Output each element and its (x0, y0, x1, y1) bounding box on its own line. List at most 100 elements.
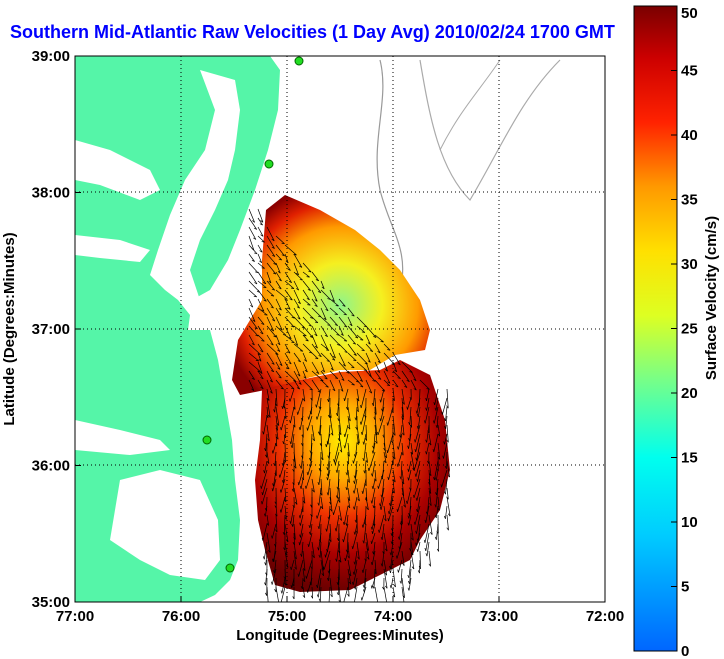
velocity-vector (300, 478, 304, 489)
velocity-field-north (232, 195, 430, 395)
velocity-vector (360, 388, 367, 409)
velocity-vector-head (353, 353, 357, 356)
velocity-vector-head (273, 462, 276, 467)
velocity-vector-head (366, 556, 370, 560)
velocity-vector-head (399, 522, 402, 526)
velocity-vector-head (271, 238, 275, 242)
velocity-vector (347, 496, 351, 508)
velocity-vector-head (415, 530, 417, 534)
velocity-vector (446, 388, 449, 409)
velocity-vector (380, 496, 385, 510)
velocity-vector (381, 478, 385, 498)
velocity-vector-head (341, 378, 345, 381)
velocity-vector (248, 226, 257, 240)
velocity-vector-head (281, 242, 285, 245)
velocity-vector-head (343, 433, 346, 437)
velocity-vector-head (444, 426, 447, 430)
velocity-vector-head (300, 553, 303, 557)
velocity-vector (334, 451, 340, 465)
velocity-vector (257, 352, 262, 362)
velocity-vector-head (261, 537, 264, 541)
velocity-vector-head (327, 414, 330, 418)
velocity-vector-head (389, 565, 391, 569)
velocity-vector-head (310, 595, 313, 599)
velocity-vector-head (317, 547, 319, 551)
velocity-vector-head (261, 323, 265, 325)
velocity-vector-head (298, 426, 301, 431)
velocity-vector-head (407, 468, 409, 472)
velocity-vector-head (298, 515, 301, 519)
velocity-vector-head (262, 431, 264, 435)
velocity-vector (248, 235, 255, 251)
velocity-vector (338, 505, 342, 521)
velocity-vector-head (434, 536, 437, 540)
velocity-vector (275, 424, 279, 440)
velocity-vector-head (425, 439, 428, 443)
velocity-vector (409, 424, 412, 441)
velocity-vector (262, 478, 268, 496)
velocity-vector-head (324, 554, 326, 558)
bathymetry-contour (439, 59, 501, 151)
velocity-vector (266, 406, 269, 418)
velocity-vector-head (379, 506, 382, 510)
velocity-vector (311, 271, 319, 282)
velocity-vector-head (291, 341, 295, 343)
velocity-vector-head (380, 563, 383, 567)
velocity-vector-head (278, 279, 282, 282)
velocity-vector (392, 379, 399, 388)
velocity-vector-head (277, 271, 281, 274)
velocity-vector (266, 253, 277, 265)
chart-title: Southern Mid-Atlantic Raw Velocities (1 … (10, 22, 615, 42)
velocity-vector (396, 541, 403, 559)
velocity-vector (401, 478, 405, 496)
velocity-vector (391, 532, 394, 545)
velocity-vector (284, 307, 295, 319)
velocity-vector (275, 298, 282, 311)
velocity-vector (275, 316, 283, 331)
velocity-vector (336, 460, 340, 473)
colorbar-tick-label: 20 (681, 385, 698, 402)
velocity-vector (413, 451, 421, 471)
velocity-vector (428, 469, 431, 485)
velocity-vector (356, 541, 360, 560)
velocity-vector-head (385, 585, 388, 589)
velocity-vector (302, 577, 304, 589)
velocity-vector-head (315, 357, 319, 360)
velocity-vector (415, 460, 421, 477)
velocity-vector (274, 559, 277, 574)
velocity-vector (310, 442, 313, 461)
velocity-vector (347, 334, 356, 345)
velocity-vector (377, 415, 385, 436)
velocity-vector (329, 289, 335, 302)
velocity-vector (400, 424, 403, 438)
y-axis-label: Latitude (Degrees:Minutes) (1, 232, 18, 425)
velocity-vector (392, 361, 398, 372)
velocity-vector (302, 298, 311, 306)
velocity-vector (425, 505, 430, 523)
velocity-vector-head (299, 485, 302, 489)
velocity-vector (426, 442, 430, 455)
velocity-vector (305, 469, 313, 489)
velocity-vector (329, 379, 336, 391)
velocity-vector (293, 550, 297, 570)
velocity-vector (437, 496, 440, 511)
velocity-vector (347, 316, 353, 326)
velocity-vector (383, 451, 387, 463)
velocity-vector (266, 289, 275, 297)
velocity-vector (347, 442, 350, 457)
velocity-vector-head (336, 334, 340, 336)
velocity-vector-head (425, 451, 427, 455)
velocity-vector-head (330, 432, 334, 436)
velocity-vector (371, 532, 376, 544)
velocity-vector (275, 586, 279, 602)
velocity-vector (275, 289, 288, 300)
y-tick-label: 39:00 (32, 48, 70, 65)
velocity-vector-head (349, 323, 353, 327)
albemarle-sound (75, 420, 170, 455)
velocity-vector-head (379, 399, 382, 403)
velocity-vector (383, 352, 395, 365)
velocity-vector (338, 307, 347, 316)
velocity-vector-head (371, 450, 374, 454)
velocity-vector (446, 460, 451, 478)
velocity-vector (271, 568, 277, 585)
